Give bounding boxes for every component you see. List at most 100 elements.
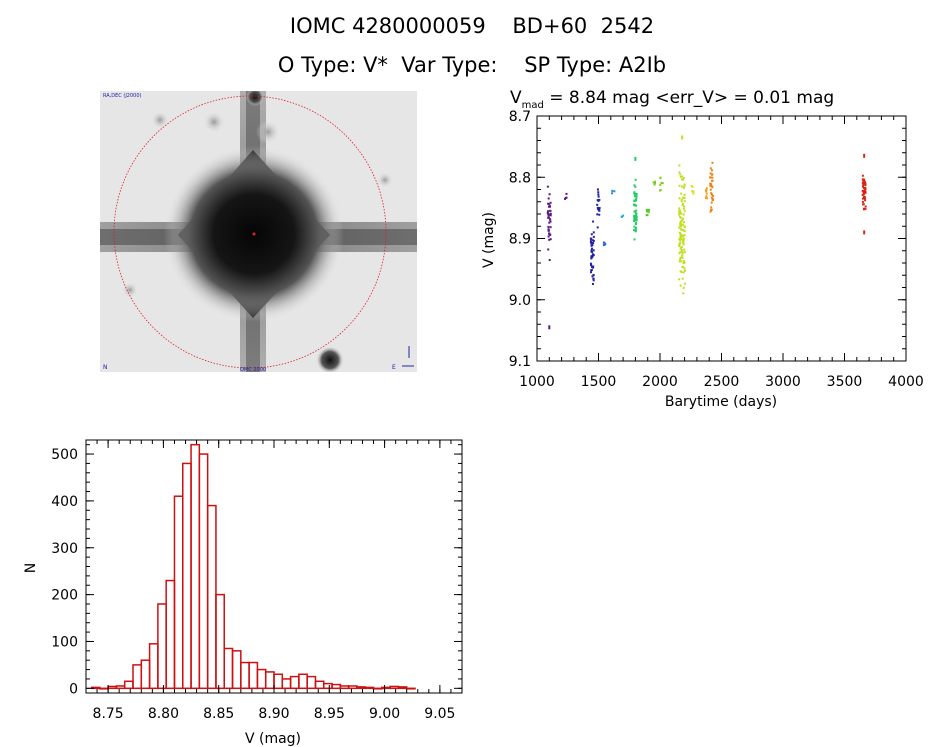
lc-xtick-label: 3500	[827, 374, 863, 390]
lc-point	[678, 211, 681, 214]
lc-point	[683, 193, 686, 196]
lc-point	[692, 192, 695, 195]
lc-point	[678, 260, 681, 263]
lc-point	[591, 282, 594, 285]
chart-title-line2: O Type: V* Var Type: SP Type: A2Ib	[277, 53, 667, 77]
lc-point	[684, 269, 687, 272]
lc-point	[712, 199, 715, 202]
histogram-bar	[289, 675, 300, 690]
lc-point	[864, 205, 867, 208]
histogram-bar	[99, 687, 109, 690]
image-radec-label: RA,DEC (J2000)	[103, 93, 142, 99]
lc-point	[590, 237, 593, 240]
lc-point	[592, 235, 595, 238]
lc-point	[547, 214, 550, 217]
histogram-bar	[157, 603, 167, 690]
lc-point	[681, 185, 684, 188]
histogram-bar	[123, 680, 134, 690]
lc-point	[680, 250, 683, 253]
histogram-bar	[364, 686, 375, 690]
lc-point	[709, 172, 712, 175]
lc-point	[679, 236, 682, 239]
lc-point	[705, 187, 708, 190]
lc-point	[590, 257, 593, 260]
image-bottom-label: OMC 2000	[240, 367, 266, 373]
lc-point	[862, 178, 865, 181]
lc-point	[861, 178, 864, 181]
lc-point	[548, 259, 551, 262]
lc-point	[682, 265, 685, 268]
lc-point	[683, 230, 686, 233]
histogram-bar	[190, 443, 201, 690]
lc-point	[683, 234, 686, 237]
histogram-bar	[381, 686, 391, 690]
lc-point	[678, 231, 681, 234]
histogram-bar	[298, 673, 308, 690]
lc-point	[863, 195, 866, 198]
lc-point	[679, 239, 682, 242]
lc-point	[690, 184, 693, 187]
lc-point	[597, 193, 600, 196]
lc-point	[678, 171, 681, 174]
lc-point	[710, 208, 713, 211]
lc-point	[635, 217, 638, 220]
lc-point	[679, 175, 682, 178]
lc-point	[679, 260, 682, 263]
histogram-bar	[405, 687, 416, 690]
lc-point	[678, 197, 681, 200]
lc-point	[620, 215, 623, 218]
lc-point	[683, 183, 686, 186]
histogram-bar	[182, 462, 192, 690]
histogram-bar	[273, 673, 284, 690]
lc-point	[680, 248, 683, 251]
lc-point	[549, 238, 552, 241]
lc-point	[711, 179, 714, 182]
lc-point	[678, 164, 681, 167]
lc-point	[661, 181, 664, 184]
lc-point	[596, 213, 599, 216]
lc-point	[591, 254, 594, 257]
lc-point	[683, 226, 686, 229]
lc-point	[633, 191, 636, 194]
lc-point	[592, 249, 595, 252]
lc-point	[679, 241, 682, 244]
lc-point	[678, 243, 681, 246]
lc-point	[682, 286, 685, 289]
lc-point	[549, 201, 552, 204]
lc-point	[678, 278, 681, 281]
lc-point	[680, 192, 683, 195]
lc-point	[709, 176, 712, 179]
lc-point	[682, 213, 685, 216]
lc-point	[861, 197, 864, 200]
lightcurve-title: Vmad = 8.84 mag <err_V> = 0.01 mag	[510, 88, 834, 111]
lc-point	[682, 238, 685, 241]
lc-point	[633, 218, 636, 221]
histogram-bar	[356, 686, 366, 690]
lc-ytick-label: 8.8	[509, 170, 531, 186]
lightcurve-plot: Vmad = 8.84 mag <err_V> = 0.01 mag 1000 1…	[481, 88, 924, 410]
lc-point-outlier	[863, 153, 866, 158]
lc-point	[709, 167, 712, 170]
histogram-xlabel: V (mag)	[245, 731, 301, 747]
lightcurve-title-rest: = 8.84 mag <err_V> = 0.01 mag	[544, 88, 834, 108]
lc-point	[864, 190, 867, 193]
lc-point	[635, 212, 638, 215]
lc-point	[565, 192, 568, 195]
lc-point	[549, 226, 552, 229]
hist-xtick-label: 9.00	[369, 706, 400, 722]
histogram-bar	[256, 668, 267, 690]
lc-point	[549, 220, 552, 223]
lc-point	[711, 161, 714, 164]
lc-point	[862, 184, 865, 187]
lc-point	[597, 195, 600, 198]
lc-point	[681, 175, 684, 178]
lc-point	[611, 189, 614, 192]
histogram-bar	[306, 675, 317, 690]
lc-point	[653, 183, 656, 186]
lc-point	[682, 207, 685, 210]
lc-point	[862, 182, 865, 185]
lc-point	[680, 271, 683, 274]
lc-point	[682, 176, 685, 179]
lc-point	[596, 206, 599, 209]
lc-point	[590, 250, 593, 253]
